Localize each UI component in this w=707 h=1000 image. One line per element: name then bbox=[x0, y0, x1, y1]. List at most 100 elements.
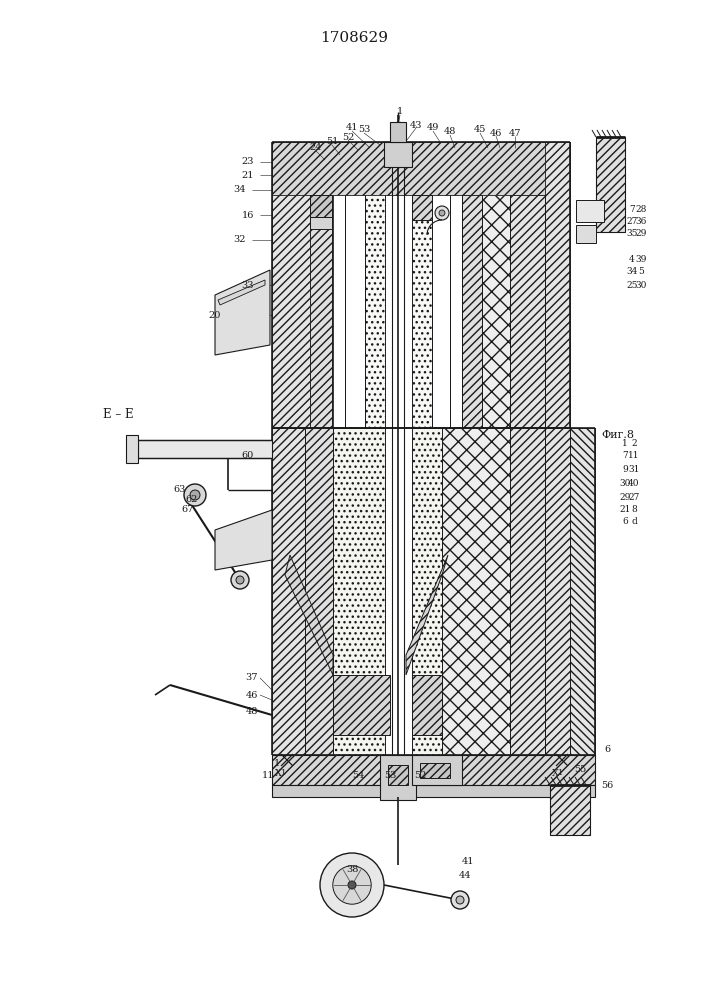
Polygon shape bbox=[596, 137, 625, 232]
Text: 30: 30 bbox=[619, 479, 631, 488]
Text: 47: 47 bbox=[509, 128, 521, 137]
Polygon shape bbox=[333, 675, 390, 735]
Circle shape bbox=[190, 490, 200, 500]
Text: 7: 7 bbox=[629, 206, 635, 215]
Bar bbox=[365, 195, 385, 428]
Text: 46: 46 bbox=[490, 128, 502, 137]
Text: 63: 63 bbox=[174, 486, 186, 494]
Text: 30: 30 bbox=[636, 280, 647, 290]
Bar bbox=[138, 440, 272, 458]
Text: 32: 32 bbox=[234, 235, 246, 244]
Text: 20: 20 bbox=[209, 310, 221, 320]
Text: 1: 1 bbox=[274, 758, 280, 768]
Text: 35: 35 bbox=[626, 230, 638, 238]
Bar bbox=[412, 428, 442, 755]
Text: 37: 37 bbox=[246, 674, 258, 682]
Text: 51: 51 bbox=[326, 137, 338, 146]
Bar bbox=[412, 195, 432, 220]
Circle shape bbox=[435, 206, 449, 220]
Text: 60: 60 bbox=[241, 450, 253, 460]
Text: d: d bbox=[631, 518, 637, 526]
Bar bbox=[333, 428, 385, 755]
Text: X: X bbox=[274, 768, 281, 778]
Text: 56: 56 bbox=[601, 780, 613, 790]
Text: 45: 45 bbox=[474, 125, 486, 134]
Text: 41: 41 bbox=[346, 123, 358, 132]
Polygon shape bbox=[215, 270, 270, 355]
Text: 67: 67 bbox=[182, 506, 194, 514]
Polygon shape bbox=[218, 280, 265, 305]
Circle shape bbox=[231, 571, 249, 589]
Text: 25: 25 bbox=[626, 280, 638, 290]
Text: 21: 21 bbox=[619, 506, 631, 514]
Bar bbox=[545, 142, 570, 428]
Text: 21: 21 bbox=[242, 170, 255, 180]
Text: 27: 27 bbox=[626, 218, 638, 227]
Bar bbox=[272, 142, 570, 195]
Text: 23: 23 bbox=[242, 157, 255, 166]
Circle shape bbox=[333, 866, 371, 904]
Bar bbox=[442, 428, 510, 755]
Text: 38: 38 bbox=[346, 865, 358, 874]
Bar bbox=[576, 200, 604, 222]
Text: 7: 7 bbox=[622, 450, 628, 460]
Text: 44: 44 bbox=[459, 870, 472, 880]
Text: 1: 1 bbox=[397, 107, 403, 116]
Polygon shape bbox=[550, 785, 590, 835]
Bar bbox=[510, 428, 545, 755]
Bar bbox=[305, 428, 333, 755]
Text: 29: 29 bbox=[636, 230, 647, 238]
Circle shape bbox=[184, 484, 206, 506]
Text: 43: 43 bbox=[410, 120, 422, 129]
Text: 48: 48 bbox=[246, 708, 258, 716]
Bar bbox=[380, 755, 416, 800]
Bar bbox=[126, 435, 138, 463]
Text: 1: 1 bbox=[281, 769, 286, 777]
Text: 55: 55 bbox=[574, 766, 586, 774]
Bar bbox=[310, 195, 332, 428]
Text: 9: 9 bbox=[622, 466, 628, 475]
Text: 8: 8 bbox=[631, 506, 637, 514]
Bar bbox=[272, 428, 305, 755]
Bar bbox=[310, 195, 332, 217]
Text: 52: 52 bbox=[341, 132, 354, 141]
Text: 33: 33 bbox=[242, 280, 255, 290]
Bar bbox=[462, 195, 482, 428]
Bar bbox=[482, 195, 510, 428]
Text: 48: 48 bbox=[444, 127, 456, 136]
Text: 39: 39 bbox=[636, 255, 647, 264]
Text: 1: 1 bbox=[622, 438, 628, 448]
Polygon shape bbox=[285, 555, 333, 675]
Bar bbox=[272, 142, 310, 428]
Circle shape bbox=[439, 210, 445, 216]
Text: 53: 53 bbox=[384, 770, 396, 780]
Text: 41: 41 bbox=[462, 857, 474, 866]
Text: 6: 6 bbox=[604, 746, 610, 754]
Bar bbox=[412, 195, 432, 428]
Text: E – E: E – E bbox=[103, 408, 134, 422]
Text: 49: 49 bbox=[427, 123, 439, 132]
Text: 4: 4 bbox=[629, 255, 635, 264]
Text: 24: 24 bbox=[310, 143, 322, 152]
Circle shape bbox=[456, 896, 464, 904]
Text: 34: 34 bbox=[234, 186, 246, 194]
Text: 46: 46 bbox=[246, 690, 258, 700]
Text: 11: 11 bbox=[629, 450, 640, 460]
Bar bbox=[412, 755, 462, 785]
Polygon shape bbox=[406, 555, 448, 675]
Text: 53: 53 bbox=[358, 125, 370, 134]
Text: 29: 29 bbox=[619, 492, 631, 502]
Bar bbox=[388, 765, 408, 785]
Text: 1: 1 bbox=[559, 769, 563, 777]
Text: 36: 36 bbox=[636, 218, 647, 227]
Bar bbox=[384, 142, 412, 167]
Circle shape bbox=[348, 881, 356, 889]
Text: 40: 40 bbox=[629, 479, 640, 488]
Bar bbox=[272, 785, 595, 797]
Text: 28: 28 bbox=[636, 206, 647, 215]
Circle shape bbox=[320, 853, 384, 917]
Text: 2: 2 bbox=[631, 438, 637, 448]
Bar bbox=[412, 675, 442, 735]
Text: 16: 16 bbox=[242, 211, 255, 220]
Circle shape bbox=[451, 891, 469, 909]
